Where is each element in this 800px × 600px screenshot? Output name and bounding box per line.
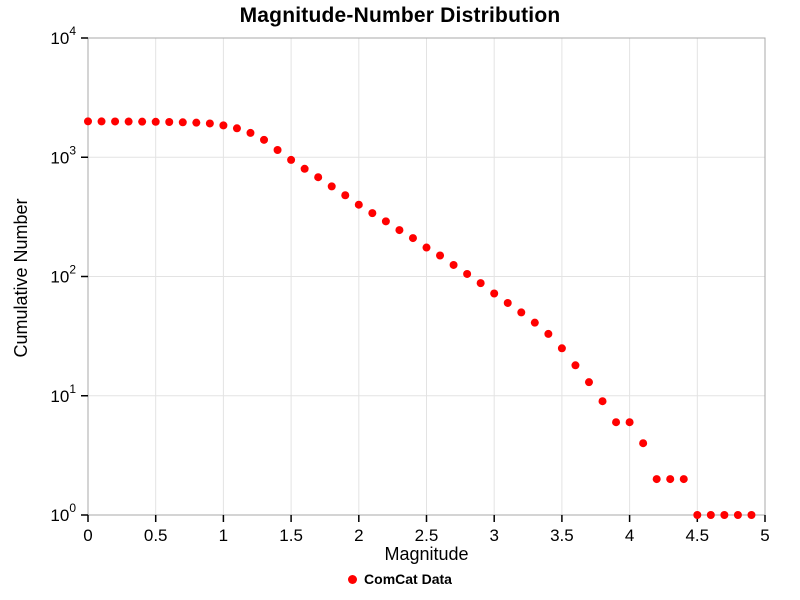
data-point [679,475,688,484]
data-point [733,511,742,519]
data-point [178,118,187,127]
data-point [530,318,539,327]
data-point [436,251,445,260]
x-tick-label: 3 [489,526,498,545]
data-point [205,119,214,128]
data-point [151,117,160,126]
legend-marker-icon [348,574,358,584]
data-point [706,511,715,519]
x-tick-label: 4 [625,526,634,545]
data-point [720,511,729,519]
x-tick-label: 5 [760,526,769,545]
x-tick-label: 1 [219,526,228,545]
legend: ComCat Data [0,571,800,587]
x-tick-label: 2 [354,526,363,545]
data-point [463,269,472,278]
data-point [260,135,269,144]
y-tick-label: 101 [50,382,76,406]
y-tick-label: 103 [50,143,76,167]
data-point [192,118,201,127]
data-point [517,308,526,317]
data-point [111,117,120,126]
y-tick-label: 104 [50,24,76,48]
data-point [124,117,133,126]
data-point [652,475,661,484]
data-point [408,234,417,243]
data-point [571,361,580,370]
data-point [612,418,621,427]
data-point [341,191,350,200]
data-point [476,279,485,288]
x-tick-label: 3.5 [550,526,574,545]
data-point [395,226,404,235]
legend-label: ComCat Data [364,571,452,587]
chart-title: Magnitude-Number Distribution [239,4,561,27]
y-tick-label: 102 [50,263,76,287]
axis-ticks: 0 0.5 1 1.5 2 2.5 3 3.5 4 4.5 5 100 101 102 103 104 [50,24,769,545]
data-point [693,511,702,519]
data-point [219,121,228,130]
series-comcat-data [84,117,756,519]
data-point [503,298,512,307]
data-point [327,182,336,191]
x-tick-label: 0 [83,526,92,545]
x-tick-label: 1.5 [279,526,303,545]
x-tick-label: 0.5 [144,526,168,545]
x-tick-label: 4.5 [685,526,709,545]
data-point [368,209,377,218]
data-point [557,344,566,353]
x-tick-label: 2.5 [415,526,439,545]
y-tick-label: 100 [50,501,76,525]
data-point [273,146,282,155]
data-point [639,439,648,448]
data-point [449,260,458,269]
data-point [747,511,756,519]
gridlines [87,37,766,516]
data-point [165,118,174,127]
data-point [598,397,607,406]
data-point [97,117,106,126]
data-point [666,475,675,484]
data-point [232,124,241,133]
x-axis-label: Magnitude [384,544,469,564]
data-point [354,200,363,209]
data-point [314,173,323,182]
data-point [544,329,553,338]
data-point [138,117,147,126]
data-point [84,117,92,126]
data-point [490,289,499,298]
data-point [422,243,431,252]
data-point [300,164,309,173]
data-point [246,128,255,137]
data-point [625,418,634,427]
data-point [584,378,593,387]
data-point [381,217,390,226]
data-point [287,155,296,164]
